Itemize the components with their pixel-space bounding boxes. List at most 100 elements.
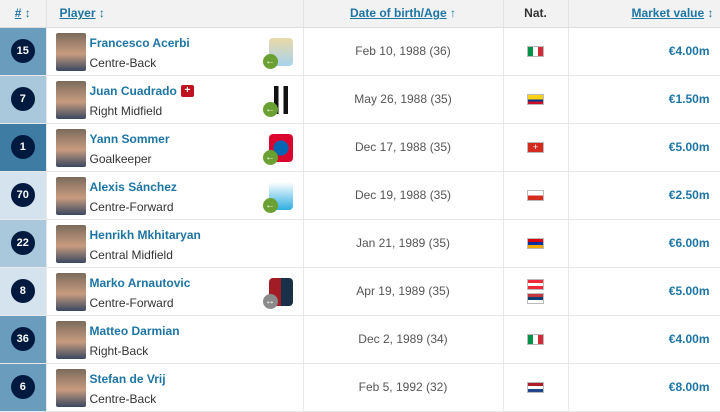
player-photo[interactable] — [55, 80, 86, 119]
player-cell: Stefan de Vrij Centre-Back — [46, 363, 304, 412]
header-market-value[interactable]: Market value ↕ — [568, 0, 720, 28]
shirt-number-cell: 22 — [0, 219, 47, 268]
table-row: 8 Marko Arnautovic Centre-Forward ↔ Apr … — [0, 267, 720, 316]
shirt-number-cell: 8 — [0, 267, 47, 316]
shirt-number: 8 — [10, 279, 35, 303]
dob-age: Feb 10, 1988 (36) — [303, 27, 504, 76]
flag-colombia-icon — [527, 94, 544, 106]
player-name-link[interactable]: Henrikh Mkhitaryan — [89, 227, 201, 242]
shirt-number-cell: 15 — [0, 27, 47, 76]
player-photo[interactable] — [55, 272, 86, 311]
flag-serbia-icon — [527, 292, 544, 304]
market-value-link[interactable]: €5.00m — [668, 140, 710, 154]
player-name-link[interactable]: Marko Arnautovic — [89, 275, 191, 290]
market-value-link[interactable]: €5.00m — [668, 284, 710, 298]
player-name-link[interactable]: Matteo Darmian — [89, 323, 180, 338]
player-photo[interactable] — [55, 224, 86, 263]
joined-arrow-icon: ← — [262, 197, 278, 213]
market-value-link[interactable]: €8.00m — [668, 380, 710, 394]
player-position: Centre-Forward — [89, 295, 174, 310]
market-value-link[interactable]: €1.50m — [668, 92, 710, 106]
shirt-number-cell: 1 — [0, 123, 47, 172]
sort-dob-link[interactable]: Date of birth/Age — [349, 6, 447, 21]
player-position: Centre-Back — [89, 55, 157, 70]
table-row: 22 Henrikh Mkhitaryan Central Midfield J… — [0, 219, 720, 268]
joined-arrow-icon: ← — [262, 53, 278, 69]
flag-switzerland-icon: + — [527, 142, 544, 154]
sort-asc-icon: ↑ — [450, 6, 456, 21]
dob-age: Dec 2, 1989 (34) — [303, 315, 504, 364]
flag-chile-icon — [527, 190, 544, 202]
player-name-link[interactable]: Alexis Sánchez — [89, 179, 177, 194]
sort-number-link[interactable]: # — [14, 6, 22, 21]
player-position: Right Midfield — [89, 103, 163, 118]
injury-icon[interactable]: + — [180, 85, 194, 98]
market-value-link[interactable]: €6.00m — [668, 236, 710, 250]
player-position: Central Midfield — [89, 247, 173, 262]
nationality-cell — [503, 75, 569, 124]
header-nat: Nat. — [503, 0, 569, 28]
player-cell: Henrikh Mkhitaryan Central Midfield — [46, 219, 304, 268]
shirt-number: 15 — [10, 39, 35, 63]
flag-armenia-icon — [527, 238, 544, 250]
dob-age: Dec 17, 1988 (35) — [303, 123, 504, 172]
player-cell: Yann Sommer Goalkeeper ← — [46, 123, 304, 172]
shirt-number: 36 — [10, 327, 35, 351]
table-row: 6 Stefan de Vrij Centre-Back Feb 5, 1992… — [0, 363, 720, 412]
player-name-link[interactable]: Juan Cuadrado — [89, 83, 177, 98]
nationality-cell — [503, 315, 569, 364]
player-position: Right-Back — [89, 343, 149, 358]
flag-italy-icon — [527, 334, 544, 346]
flag-netherlands-icon — [527, 382, 544, 394]
player-name-link[interactable]: Stefan de Vrij — [89, 371, 166, 386]
sort-icon: ↕ — [707, 6, 714, 21]
player-photo[interactable] — [55, 176, 86, 215]
player-name-link[interactable]: Francesco Acerbi — [89, 35, 190, 50]
nationality-cell: + — [503, 123, 569, 172]
table-row: 15 Francesco Acerbi Centre-Back ← Feb 10… — [0, 27, 720, 76]
dob-age: Feb 5, 1992 (32) — [303, 363, 504, 412]
player-cell: Matteo Darmian Right-Back — [46, 315, 304, 364]
nationality-cell — [503, 267, 569, 316]
header-dob[interactable]: Date of birth/Age ↑ — [303, 0, 504, 28]
dob-age: Dec 19, 1988 (35) — [303, 171, 504, 220]
player-photo[interactable] — [55, 368, 86, 407]
table-row: 36 Matteo Darmian Right-Back Dec 2, 1989… — [0, 315, 720, 364]
player-cell: Marko Arnautovic Centre-Forward ↔ — [46, 267, 304, 316]
player-cell: Alexis Sánchez Centre-Forward ← — [46, 171, 304, 220]
sort-icon: ↕ — [98, 6, 105, 21]
dob-age: Jan 21, 1989 (35) — [303, 219, 504, 268]
sort-player-link[interactable]: Player — [59, 6, 96, 21]
header-player[interactable]: Player ↕ — [46, 0, 304, 28]
market-value-link[interactable]: €4.00m — [668, 332, 710, 346]
shirt-number-cell: 6 — [0, 363, 47, 412]
player-photo[interactable] — [55, 32, 86, 71]
nationality-cell — [503, 27, 569, 76]
shirt-number-cell: 70 — [0, 171, 47, 220]
sort-market-value-link[interactable]: Market value — [631, 6, 705, 21]
shirt-number-cell: 7 — [0, 75, 47, 124]
nationality-cell — [503, 171, 569, 220]
shirt-number: 70 — [10, 183, 35, 207]
nationality-cell — [503, 363, 569, 412]
dob-age: Apr 19, 1989 (35) — [303, 267, 504, 316]
shirt-number: 6 — [10, 375, 35, 399]
market-value-link[interactable]: €2.50m — [668, 188, 710, 202]
table-row: 1 Yann Sommer Goalkeeper ← Dec 17, 1988 … — [0, 123, 720, 172]
flag-italy-icon — [527, 46, 544, 58]
dob-age: May 26, 1988 (35) — [303, 75, 504, 124]
flag-austria-icon — [527, 278, 544, 290]
player-position: Centre-Forward — [89, 199, 174, 214]
joined-arrow-icon: ← — [262, 101, 278, 117]
header-number[interactable]: # ↕ — [0, 0, 47, 28]
player-name-link[interactable]: Yann Sommer — [89, 131, 170, 146]
player-photo[interactable] — [55, 128, 86, 167]
player-position: Goalkeeper — [89, 151, 152, 166]
shirt-number: 22 — [10, 231, 35, 255]
loan-arrows-icon: ↔ — [262, 293, 278, 309]
player-position: Centre-Back — [89, 391, 157, 406]
player-photo[interactable] — [55, 320, 86, 359]
market-value-link[interactable]: €4.00m — [668, 44, 710, 58]
player-cell: Juan Cuadrado + Right Midfield ← — [46, 75, 304, 124]
